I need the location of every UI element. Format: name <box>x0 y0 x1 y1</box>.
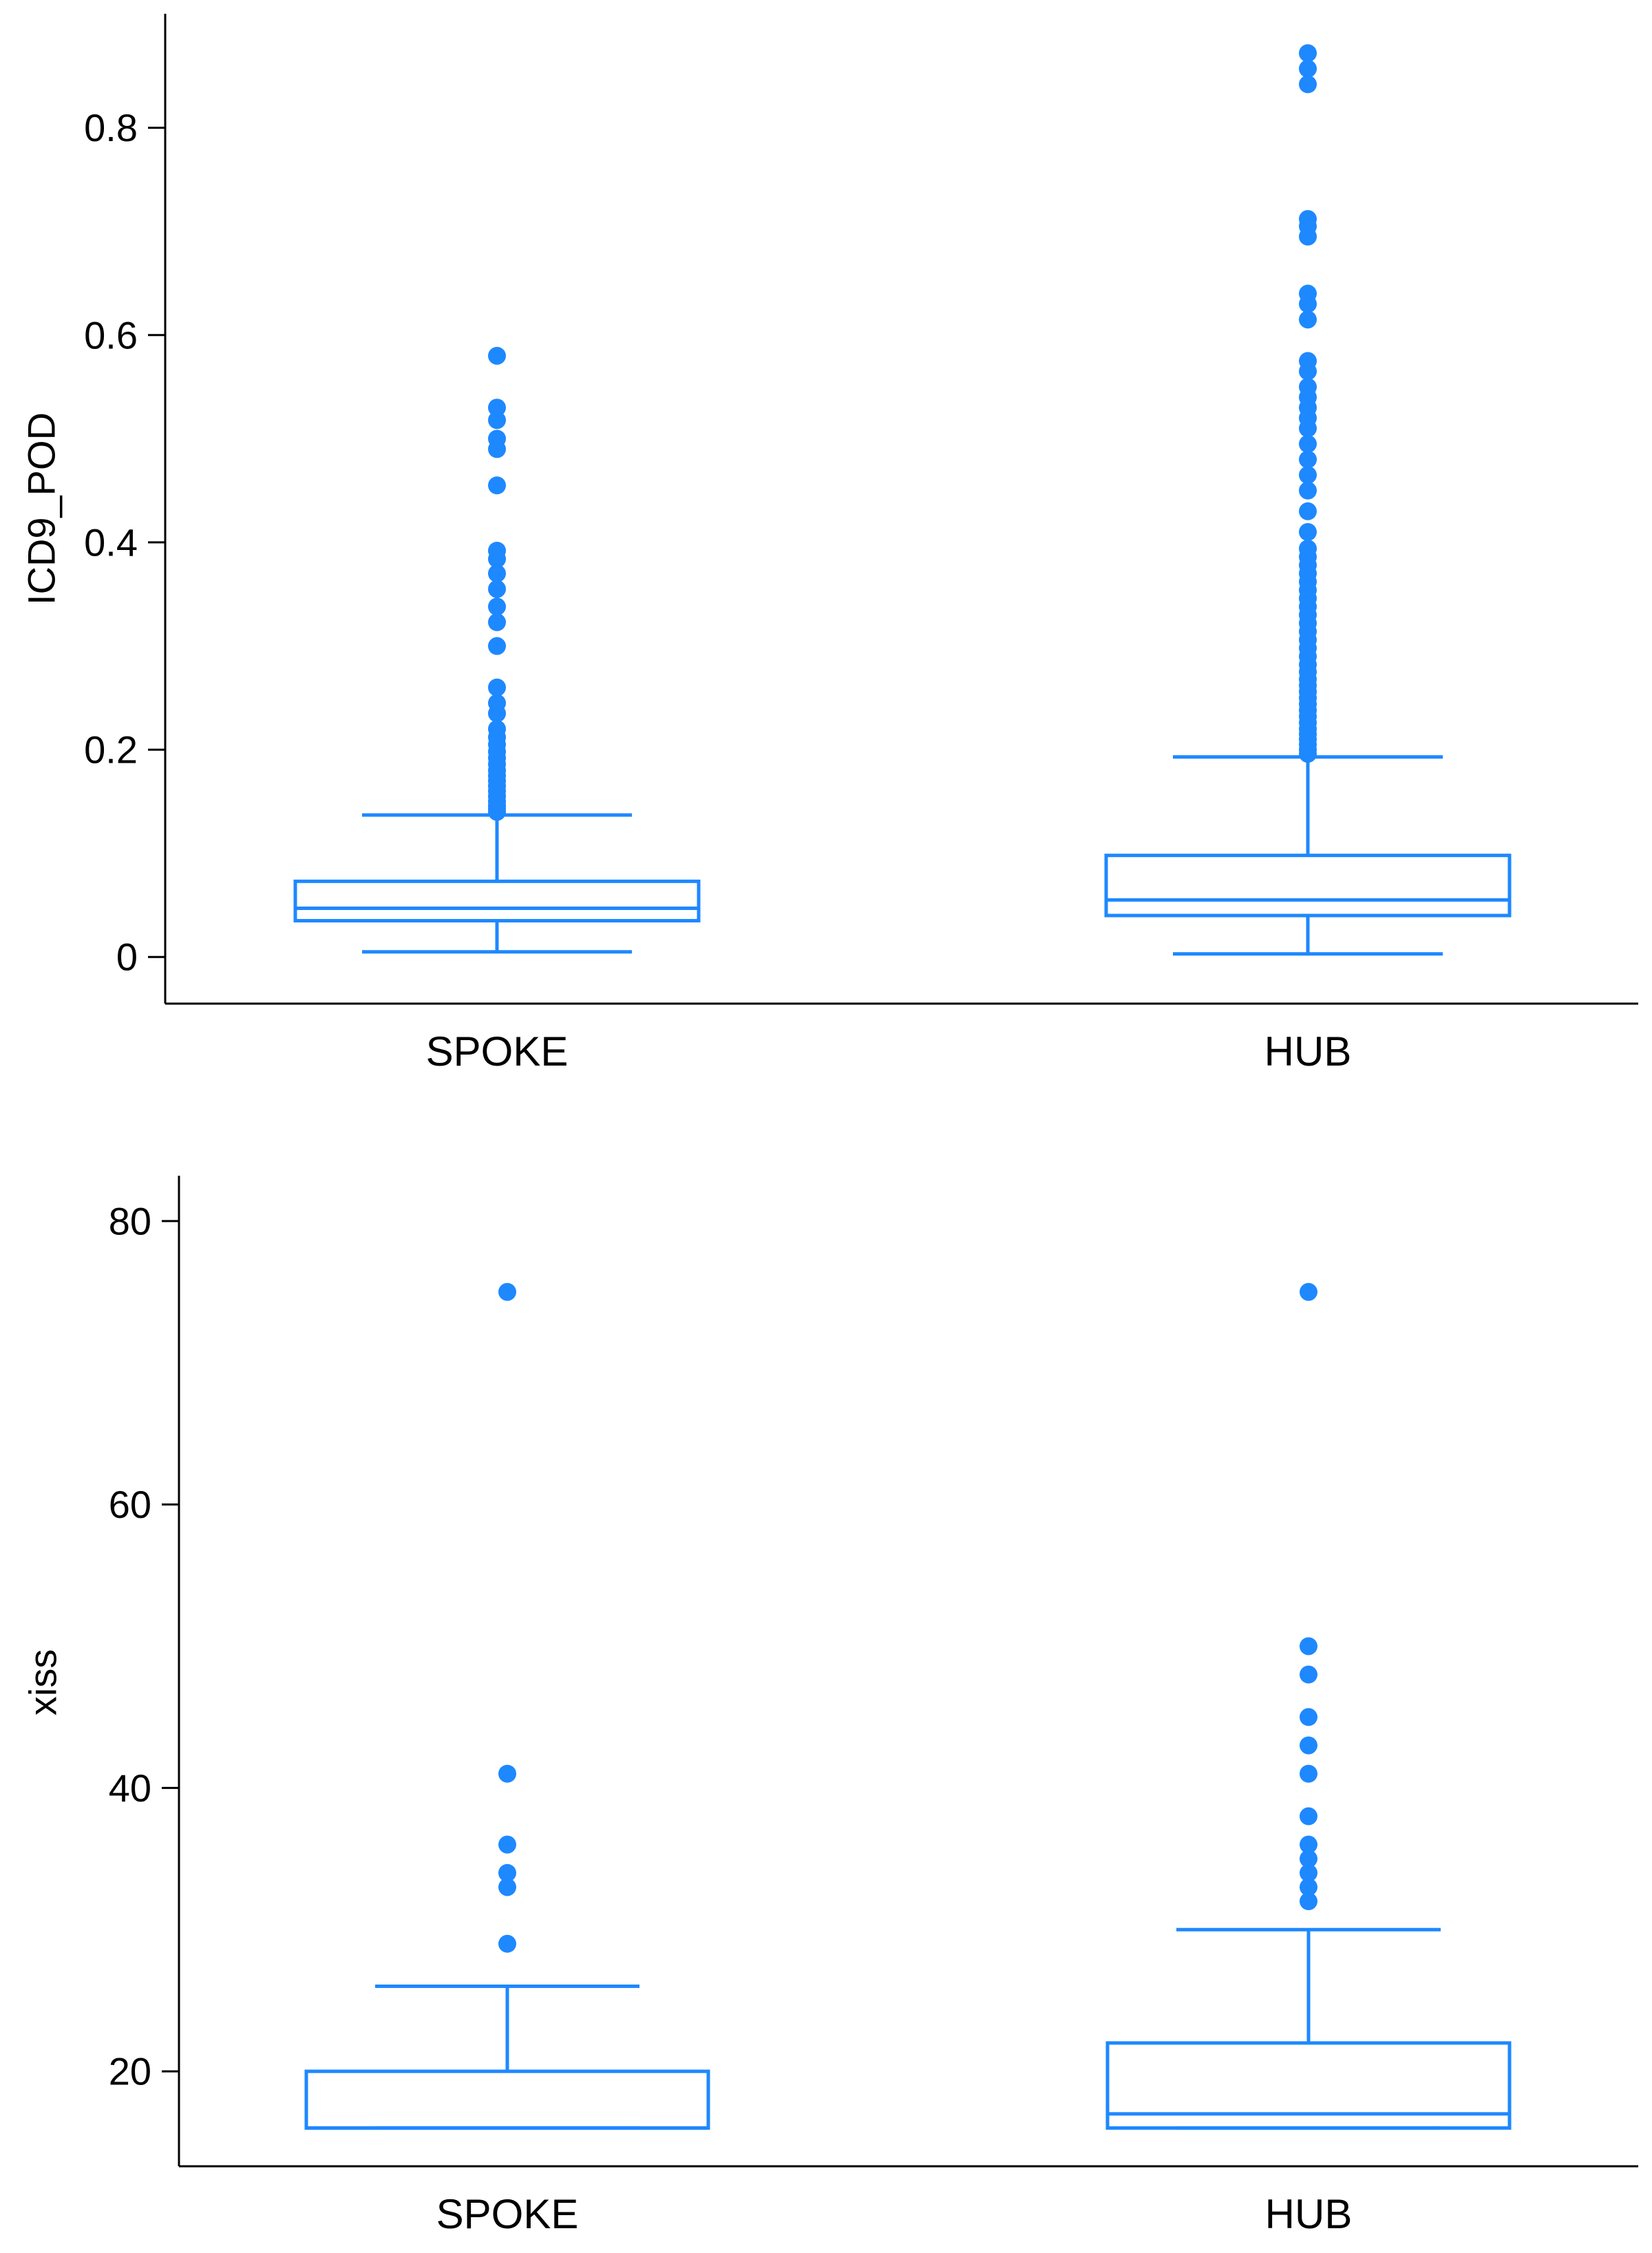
outlier-point <box>1299 59 1317 78</box>
iqr-box <box>304 2069 710 2130</box>
y-tick-label: 40 <box>109 1766 151 1810</box>
panel-icd9-pod: 0 0.2 0.4 0.6 0.8 ICD9_POD SPOKE HUB <box>20 14 1638 1075</box>
iqr-box <box>293 879 701 923</box>
panel-xiss: 20 40 60 80 xiss SPOKE HUB <box>21 1176 1638 2237</box>
x-category-label: HUB <box>1264 1028 1352 1075</box>
outlier-point <box>488 580 506 598</box>
outlier-point <box>1300 1665 1317 1684</box>
outlier-point <box>488 564 506 583</box>
x-category-label: SPOKE <box>426 1028 569 1075</box>
outlier-point <box>1299 450 1317 469</box>
outlier-point <box>1299 310 1317 329</box>
outlier-point <box>1300 1892 1317 1911</box>
y-tick-label: 0.4 <box>84 520 138 564</box>
outlier-point <box>1299 284 1317 303</box>
outlier-point <box>488 694 506 712</box>
outlier-point <box>488 346 506 365</box>
outlier-point <box>1300 1764 1317 1783</box>
outlier-point <box>488 411 506 430</box>
y-tick-label: 60 <box>109 1483 151 1526</box>
outlier-point <box>488 541 506 560</box>
y-tick-label: 0 <box>116 935 138 979</box>
outlier-point <box>1300 1637 1317 1656</box>
outlier-point <box>498 1282 516 1301</box>
outlier-point <box>498 1835 516 1854</box>
y-axis-title: xiss <box>21 1649 65 1715</box>
outlier-point <box>1299 539 1317 558</box>
box-hub <box>1104 44 1512 956</box>
outlier-point <box>488 678 506 697</box>
box-spoke <box>293 346 701 954</box>
outlier-point <box>488 430 506 448</box>
y-tick-label: 0.6 <box>84 313 138 357</box>
outlier-point <box>1299 466 1317 485</box>
outlier-point <box>1299 210 1317 229</box>
outlier-point <box>1299 434 1317 453</box>
outlier-point <box>488 476 506 495</box>
iqr-box <box>1104 854 1512 918</box>
y-tick-label: 0.2 <box>84 728 138 772</box>
x-category-label: SPOKE <box>436 2191 579 2237</box>
y-tick-label: 20 <box>109 2050 151 2093</box>
outlier-point <box>1300 1878 1317 1896</box>
outlier-point <box>498 1863 516 1882</box>
outlier-point <box>1299 75 1317 94</box>
outlier-point <box>1299 502 1317 520</box>
outlier-point <box>488 597 506 616</box>
box-spoke <box>304 1282 710 2130</box>
outlier-point <box>1300 1850 1317 1868</box>
outlier-point <box>1300 1736 1317 1755</box>
outlier-point <box>498 1878 516 1896</box>
iqr-box <box>1105 2041 1512 2130</box>
outlier-point <box>1299 522 1317 541</box>
outlier-point <box>488 399 506 417</box>
outlier-point <box>1299 378 1317 396</box>
outlier-point <box>1300 1835 1317 1854</box>
outlier-point <box>1300 1282 1317 1301</box>
x-category-label: HUB <box>1265 2191 1353 2237</box>
outlier-point <box>1299 352 1317 370</box>
y-tick-label: 80 <box>109 1199 151 1242</box>
outlier-point <box>488 637 506 655</box>
outlier-point <box>1300 1708 1317 1726</box>
outlier-point <box>1300 1863 1317 1882</box>
y-tick-label: 0.8 <box>84 106 138 149</box>
outlier-point <box>1299 481 1317 500</box>
outlier-point <box>498 1934 516 1953</box>
outlier-point <box>1300 1807 1317 1826</box>
outlier-point <box>498 1764 516 1783</box>
outlier-point <box>1299 44 1317 63</box>
y-axis-title: ICD9_POD <box>20 412 63 605</box>
box-hub <box>1105 1282 1512 2130</box>
outlier-point <box>488 719 506 738</box>
outlier-point <box>488 613 506 631</box>
